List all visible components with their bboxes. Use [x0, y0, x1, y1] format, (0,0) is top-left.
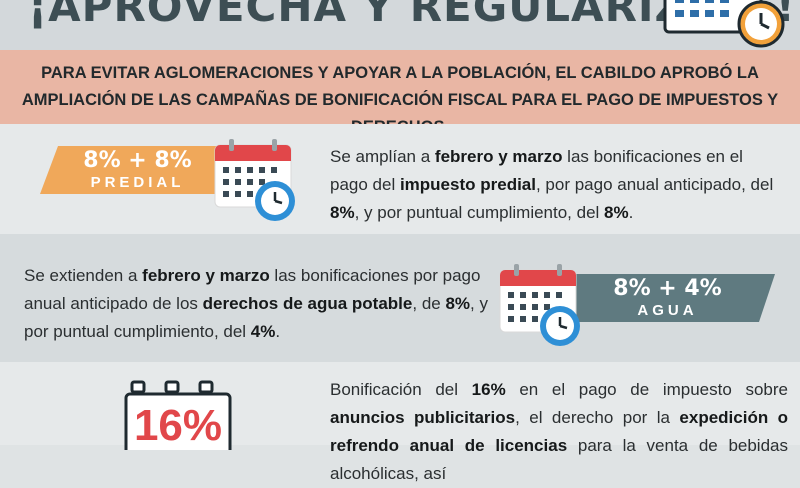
agua-label: AGUA: [637, 302, 698, 319]
agua-tag: 8% + 4% AGUA: [560, 274, 775, 322]
anuncios-percentage: 16%: [134, 401, 222, 450]
predial-percentage: 8% + 8%: [83, 148, 192, 173]
battery-icon: 16%: [124, 380, 232, 450]
predial-tag: 8% + 8% PREDIAL: [40, 146, 235, 194]
header-band: ¡APROVECHA Y REGULARÍZATE!: [0, 0, 800, 50]
anuncios-description: Bonificación del 16% en el pago de impue…: [330, 380, 789, 483]
calendar-clock-icon: [214, 139, 295, 221]
intro-band: PARA EVITAR AGLOMERACIONES Y APOYAR A LA…: [0, 50, 800, 136]
predial-description: Se amplían a febrero y marzo las bonific…: [330, 147, 774, 222]
agua-percentage: 8% + 4%: [613, 276, 722, 301]
agua-description: Se extienden a febrero y marzo las bonif…: [24, 266, 488, 341]
calendar-clock-icon: [663, 0, 785, 48]
intro-text: PARA EVITAR AGLOMERACIONES Y APOYAR A LA…: [21, 64, 779, 136]
calendar-clock-icon: [499, 264, 580, 346]
predial-label: PREDIAL: [90, 174, 185, 191]
